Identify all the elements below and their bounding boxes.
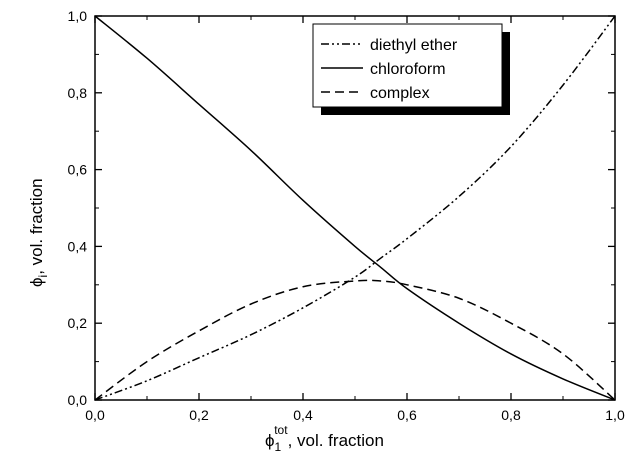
x-tick-label: 1,0 bbox=[605, 407, 625, 423]
x-tick-label: 0,6 bbox=[397, 407, 417, 423]
legend-label-2: complex bbox=[370, 85, 430, 102]
x-axis-title: ϕ1 tot, vol. fraction bbox=[265, 423, 384, 454]
x-axis-symbol: ϕ bbox=[265, 431, 275, 450]
y-axis-title: ϕi, vol. fraction bbox=[27, 178, 50, 287]
x-tick-label: 0,8 bbox=[501, 407, 521, 423]
y-tick-label: 0,2 bbox=[68, 315, 88, 331]
y-tick-label: 0,6 bbox=[68, 162, 88, 178]
y-tick-label: 1,0 bbox=[68, 8, 88, 24]
legend: diethyl ether chloroform complex bbox=[313, 24, 510, 115]
x-tick-label: 0,0 bbox=[85, 407, 105, 423]
y-axis-rest: , vol. fraction bbox=[27, 178, 46, 274]
x-tick-label: 0,2 bbox=[189, 407, 209, 423]
series-line-2 bbox=[95, 280, 615, 400]
legend-label-1: chloroform bbox=[370, 61, 446, 78]
legend-label-0: diethyl ether bbox=[370, 37, 458, 54]
x-axis-sub: 1 bbox=[275, 440, 282, 454]
y-tick-label: 0,4 bbox=[68, 238, 88, 254]
x-axis-sup: tot bbox=[274, 423, 288, 437]
x-axis-rest: , vol. fraction bbox=[288, 431, 384, 450]
x-tick-label: 0,4 bbox=[293, 407, 313, 423]
y-tick-label: 0,0 bbox=[68, 392, 88, 408]
y-axis-symbol: ϕ bbox=[27, 277, 46, 287]
y-tick-label: 0,8 bbox=[68, 85, 88, 101]
